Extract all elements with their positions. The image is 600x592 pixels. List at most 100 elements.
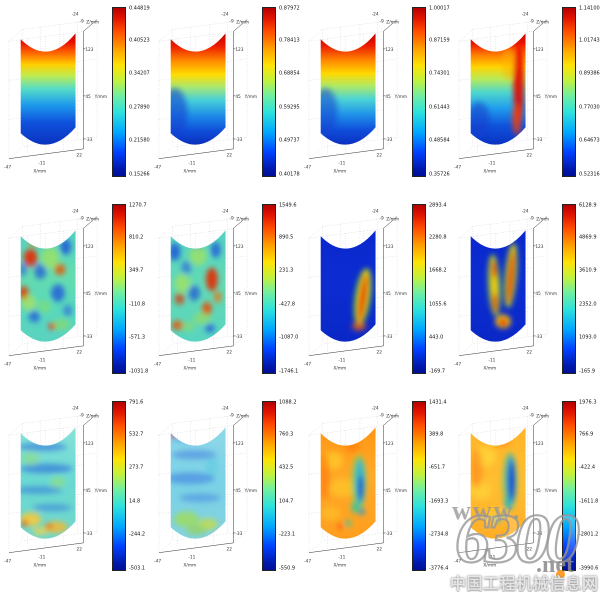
axis-label-z: Z/mm	[236, 414, 249, 420]
colorbar-group: 1549.6 890.5 231.3 -427.8 -1087.0 -1746.1	[262, 203, 301, 380]
surface-color-patches	[470, 45, 525, 138]
colorbar-tick-label: 766.9	[579, 431, 594, 438]
colorbar	[112, 401, 126, 571]
axis-tick-x: -47	[4, 558, 11, 564]
surface-color-patches	[20, 232, 73, 331]
colorbar-labels: 1431.4 389.8 -651.7 -1693.3 -2734.8 -3776.4	[429, 400, 451, 571]
axis-label-x: X/mm	[483, 365, 496, 371]
colorbar-tick-label: 1668.2	[429, 267, 447, 274]
surface-panel-r2c3: -24 -9 Z/mm 123 45 Y/mm -33 -47 -11 22 X/mm 2893.4 2…	[300, 197, 450, 394]
axis-label-y: Y/mm	[544, 488, 557, 494]
axis-label-x: X/mm	[183, 168, 196, 174]
surface-color-patches	[352, 267, 373, 331]
axis-tick-x: -47	[304, 558, 311, 564]
axis-tick-z: -9	[379, 413, 384, 419]
axis-label-x: X/mm	[333, 365, 346, 371]
colorbar-tick-label: -422.4	[579, 464, 596, 471]
colorbar-labels: 1976.3 766.9 -422.4 -1611.8 -2801.2 -3990.6	[579, 400, 600, 571]
axis-tick-x: -47	[304, 164, 311, 170]
axis-tick-x: -11	[338, 161, 345, 167]
colorbar-tick-label: -651.7	[429, 464, 446, 471]
axis-tick-z: -24	[222, 209, 229, 215]
colorbar-tick-label: -1746.1	[279, 368, 299, 375]
surface-color-patches	[487, 242, 519, 329]
colorbar-tick-label: 273.7	[129, 464, 144, 471]
surface-panel-r1c3: -24 -9 Z/mm 123 45 Y/mm -33 -47 -11 22 X/mm 1.00017…	[300, 0, 450, 197]
axis-label-z: Z/mm	[386, 20, 399, 26]
colorbar-tick-label: 0.78413	[279, 37, 300, 44]
axis-label-y: Y/mm	[394, 488, 407, 494]
axis-label-y: Y/mm	[94, 488, 107, 494]
colorbar-tick-label: 3610.9	[579, 267, 597, 274]
axis-tick-x: 22	[77, 547, 83, 553]
colorbar-tick-label: 349.7	[129, 267, 144, 274]
axis-tick-y: 123	[535, 244, 543, 250]
watermark-net: .net	[536, 552, 574, 578]
axis-label-z: Z/mm	[536, 414, 549, 420]
colorbar-tick-label: 0.89386	[579, 70, 600, 77]
colorbar-tick-label: 0.40523	[129, 37, 150, 44]
cylinder-3d-plot: -24-9 Z/mm 123 45 Y/mm -33 -47 -11 22 X/mm	[304, 406, 407, 569]
colorbar-tick-label: 389.8	[429, 431, 444, 438]
colorbar-group: 1088.2 760.3 432.5 104.7 -223.1 -550.9	[262, 400, 300, 577]
colorbar	[112, 7, 126, 177]
axis-label-y: Y/mm	[244, 291, 257, 297]
axis-tick-y: 123	[235, 441, 243, 447]
colorbar-tick-label: 0.52316	[579, 171, 600, 178]
axis-tick-y: 45	[235, 291, 241, 297]
axis-tick-z: -9	[229, 19, 234, 25]
axis-tick-y: 123	[85, 47, 93, 53]
axis-label-x: X/mm	[483, 562, 496, 568]
cylinder-3d-plot: -24-9 Z/mm 123 45 Y/mm -33 -47 -11 22 X/mm	[454, 209, 557, 372]
surface-panel-r3c2: -24 -9 Z/mm 123 45 Y/mm -33 -47 -11 22 X/mm 1088.2 7…	[150, 394, 300, 592]
colorbar-group: 791.6 532.7 273.7 14.8 -244.2 -503.1	[112, 399, 150, 577]
colorbar-labels: 1549.6 890.5 231.3 -427.8 -1087.0 -1746.1	[279, 203, 301, 375]
colorbar-tick-label: -2801.2	[579, 531, 599, 538]
colorbar-tick-label: 1.00017	[429, 5, 450, 12]
colorbar-tick-label: 0.27890	[129, 104, 150, 111]
cylinder-3d-plot: -24-9 Z/mm 123 45 Y/mm -33 -47 -11 22 X/mm	[4, 12, 107, 175]
axis-tick-y: 123	[535, 441, 543, 447]
colorbar-tick-label: 810.2	[129, 234, 144, 241]
colorbar-tick-label: -244.2	[129, 531, 146, 538]
colorbar	[412, 7, 426, 177]
axis-tick-x: -47	[4, 164, 11, 170]
colorbar-group: 6128.9 4869.9 3610.9 2352.0 1093.0 -165.9	[562, 203, 600, 380]
colorbar-tick-label: 2280.8	[429, 234, 447, 241]
colorbar-tick-label: 0.15266	[129, 171, 150, 178]
axis-tick-y: -33	[85, 334, 92, 340]
axis-tick-x: -11	[188, 555, 195, 561]
axis-label-y: Y/mm	[244, 488, 257, 494]
axis-label-x: X/mm	[483, 168, 496, 174]
axis-tick-x: -47	[454, 164, 461, 170]
colorbar-group: 1.00017 0.87159 0.74301 0.61443 0.48584 0.357…	[412, 5, 450, 183]
axis-label-x: X/mm	[333, 168, 346, 174]
axis-label-x: X/mm	[333, 562, 346, 568]
axis-label-z: Z/mm	[386, 217, 399, 223]
surface-panel-r3c4: -24 -9 Z/mm 123 45 Y/mm -33 -47 -11 22 X/mm 1976.3 7…	[450, 394, 600, 592]
colorbar-tick-label: -169.7	[429, 368, 446, 375]
axis-tick-z: -24	[522, 406, 529, 412]
surface-panel-r1c1: -24 -9 Z/mm 123 45 Y/mm -33 -47 -11 22 X/mm 0.44819…	[0, 0, 150, 197]
colorbar-group: 0.87972 0.78413 0.68854 0.59295 0.49737 0.401…	[262, 6, 300, 183]
cylinder-3d-plot: -24-9 Z/mm 123 45 Y/mm -33 -47 -11 22 X/mm	[454, 12, 557, 175]
axis-tick-x: -11	[488, 555, 495, 561]
axis-tick-y: 123	[385, 47, 393, 53]
cylinder-3d-plot: -24-9 Z/mm 123 45 Y/mm -33 -47 -11 22 X/mm	[454, 406, 557, 569]
surface-color-patches	[470, 435, 518, 524]
axis-label-z: Z/mm	[236, 217, 249, 223]
colorbar-tick-label: 443.0	[429, 334, 444, 341]
colorbar-labels: 2893.4 2280.8 1668.2 1055.6 443.0 -169.7	[429, 203, 451, 375]
surface-panel-r3c1: -24 -9 Z/mm 123 45 Y/mm -33 -47 -11 22 X/mm 791.6 53…	[0, 394, 150, 592]
axis-tick-x: -47	[454, 558, 461, 564]
colorbar-tick-label: 890.5	[279, 234, 294, 241]
colorbar-group: 1270.7 810.2 349.7 -110.8 -571.3 -1031.8	[112, 202, 150, 380]
axis-tick-x: -11	[338, 555, 345, 561]
axis-tick-y: 123	[85, 244, 93, 250]
axis-tick-y: -33	[535, 531, 542, 537]
colorbar-tick-label: 791.6	[129, 399, 144, 406]
colorbar-tick-label: 1270.7	[129, 202, 147, 209]
colorbar-tick-label: 1093.0	[579, 334, 597, 341]
surface-color-patches	[320, 441, 367, 530]
